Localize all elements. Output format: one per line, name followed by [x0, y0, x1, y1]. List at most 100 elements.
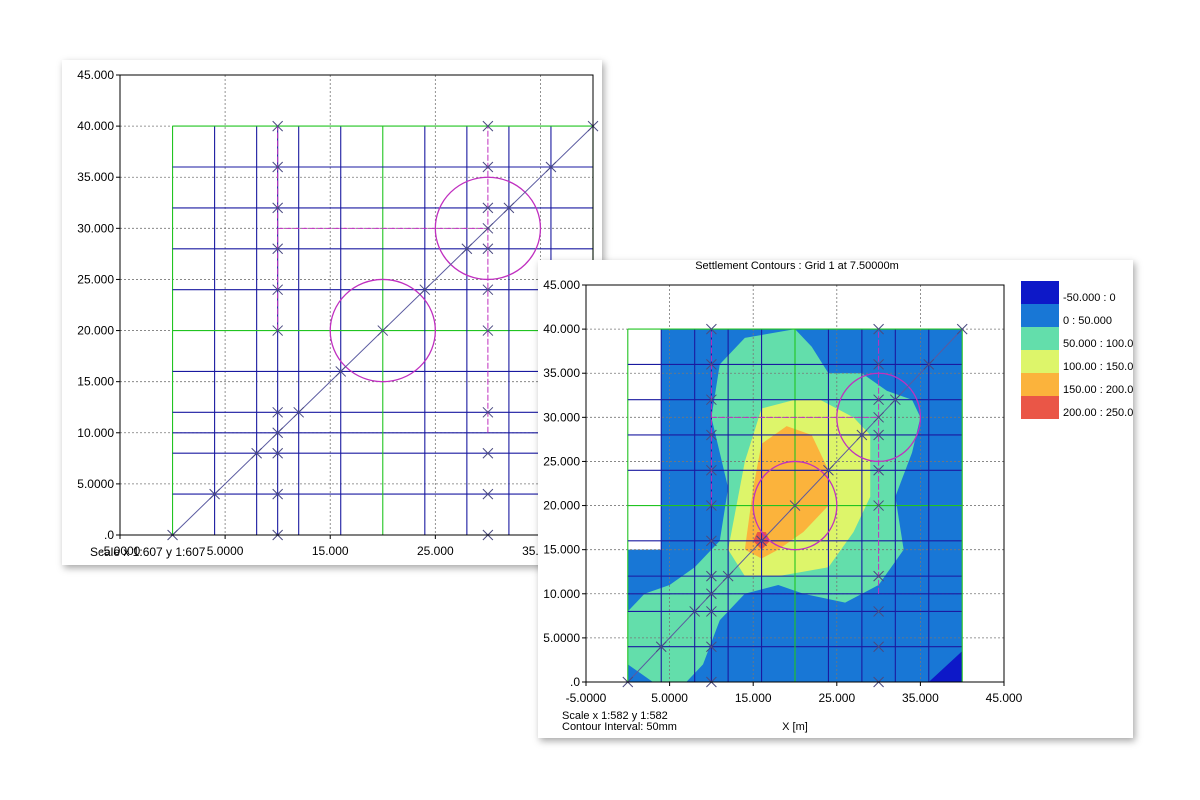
- load-circle: [752, 460, 838, 551]
- x-tick-label: 35.000: [902, 691, 939, 705]
- point-marker: [251, 447, 262, 459]
- contour-band-negative: [928, 651, 963, 682]
- legend-swatch: [1021, 396, 1059, 419]
- point-marker: [272, 161, 284, 173]
- marker-stroke: [689, 606, 701, 617]
- point-marker: [873, 500, 884, 511]
- marker-stroke: [272, 161, 284, 173]
- marker-stroke: [482, 243, 494, 255]
- marker-stroke: [272, 284, 284, 296]
- x-tick-label: 5.0000: [207, 544, 244, 558]
- marker-stroke: [706, 570, 717, 582]
- y-tick-label: 30.000: [543, 410, 580, 424]
- marker-stroke: [706, 641, 717, 653]
- legend-swatch: [1021, 327, 1059, 350]
- marker-stroke: [272, 447, 284, 459]
- point-marker: [545, 161, 557, 173]
- point-marker: [272, 120, 284, 132]
- marker-stroke: [377, 325, 389, 336]
- y-tick-label: 10.000: [543, 587, 580, 601]
- point-marker: [272, 406, 284, 418]
- y-tick-label: 35.000: [543, 366, 580, 380]
- marker-stroke: [873, 359, 884, 370]
- point-marker: [706, 588, 717, 600]
- marker-stroke: [293, 406, 305, 418]
- marker-stroke: [873, 641, 884, 653]
- point-marker: [706, 323, 717, 335]
- marker-stroke: [482, 120, 494, 132]
- scale-label: Scale x 1:582 y 1:582: [562, 710, 668, 722]
- point-marker: [272, 243, 284, 255]
- scale-label: Scale x 1:607 y 1:607: [90, 545, 206, 559]
- point-marker: [722, 570, 734, 582]
- point-marker: [873, 394, 884, 406]
- point-marker: [823, 464, 834, 476]
- marker-stroke: [873, 394, 884, 406]
- point-marker: [655, 641, 667, 653]
- marker-stroke: [823, 464, 834, 476]
- marker-stroke: [503, 202, 515, 214]
- chart-title: Settlement Contours : Grid 1 at 7.50000m: [695, 260, 899, 272]
- point-marker: [503, 202, 515, 214]
- x-tick-label: 15.000: [735, 691, 772, 705]
- point-marker: [482, 202, 494, 214]
- x-tick-label: 5.0000: [651, 691, 688, 705]
- load-circle: [329, 278, 436, 383]
- contour-interval-label: Contour Interval: 50mm: [562, 721, 677, 733]
- marker-stroke: [706, 323, 717, 335]
- y-tick-label: 40.000: [77, 119, 114, 133]
- x-tick-label: 25.000: [417, 544, 454, 558]
- marker-stroke: [482, 406, 494, 418]
- point-marker: [377, 325, 389, 336]
- point-marker: [482, 284, 494, 296]
- marker-stroke: [272, 202, 284, 214]
- legend-label: 150.00 : 200.00: [1063, 384, 1133, 396]
- x-tick-label: 45.000: [986, 691, 1023, 705]
- legend-swatch: [1021, 350, 1059, 373]
- point-marker: [956, 323, 968, 335]
- point-marker: [461, 243, 473, 255]
- point-marker: [706, 394, 717, 406]
- y-tick-label: 45.000: [543, 278, 580, 292]
- y-tick-label: 15.000: [77, 375, 114, 389]
- y-tick-label: .0: [570, 675, 580, 689]
- point-marker: [272, 325, 284, 336]
- marker-stroke: [873, 429, 884, 441]
- point-marker: [889, 394, 901, 406]
- point-marker: [856, 429, 868, 441]
- marker-stroke: [956, 323, 968, 335]
- legend-label: 100.00 : 150.00: [1063, 361, 1133, 373]
- marker-stroke: [272, 427, 284, 439]
- plan-view-panel: -5.0000 5.0000 15.000 25.000 35.000 .0 5.0000…: [62, 60, 602, 565]
- point-marker: [482, 325, 494, 336]
- marker-stroke: [461, 243, 473, 255]
- marker-stroke: [706, 464, 717, 476]
- marker-stroke: [272, 406, 284, 418]
- point-marker: [689, 606, 701, 617]
- marker-stroke: [873, 323, 884, 335]
- legend-swatch: [1021, 373, 1059, 396]
- marker-stroke: [706, 500, 717, 511]
- marker-stroke: [706, 394, 717, 406]
- marker-stroke: [706, 359, 717, 370]
- point-marker: [789, 500, 801, 511]
- marker-stroke: [272, 325, 284, 336]
- marker-stroke: [272, 120, 284, 132]
- marker-stroke: [209, 488, 220, 500]
- marker-stroke: [789, 500, 801, 511]
- marker-stroke: [706, 429, 717, 441]
- plot-frame: [119, 74, 594, 536]
- point-marker: [923, 359, 935, 370]
- point-marker: [873, 606, 884, 617]
- point-marker: [482, 447, 494, 459]
- point-marker: [706, 359, 717, 370]
- legend-swatch: [1021, 281, 1059, 304]
- point-marker: [272, 284, 284, 296]
- y-tick-label: 10.000: [77, 426, 114, 440]
- point-marker: [873, 323, 884, 335]
- legend-label: 50.000 : 100.00: [1063, 338, 1133, 350]
- settlement-contours-panel: Settlement Contours : Grid 1 at 7.50000m…: [538, 260, 1133, 738]
- x-tick-label: -5.0000: [100, 544, 141, 558]
- point-marker: [756, 535, 767, 547]
- y-tick-label: 20.000: [77, 324, 114, 338]
